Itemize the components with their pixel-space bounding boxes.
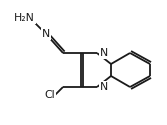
Text: H₂N: H₂N <box>14 13 35 23</box>
Text: N: N <box>100 82 108 92</box>
Text: N: N <box>42 29 50 39</box>
Text: Cl: Cl <box>44 90 55 100</box>
Text: N: N <box>100 48 108 58</box>
